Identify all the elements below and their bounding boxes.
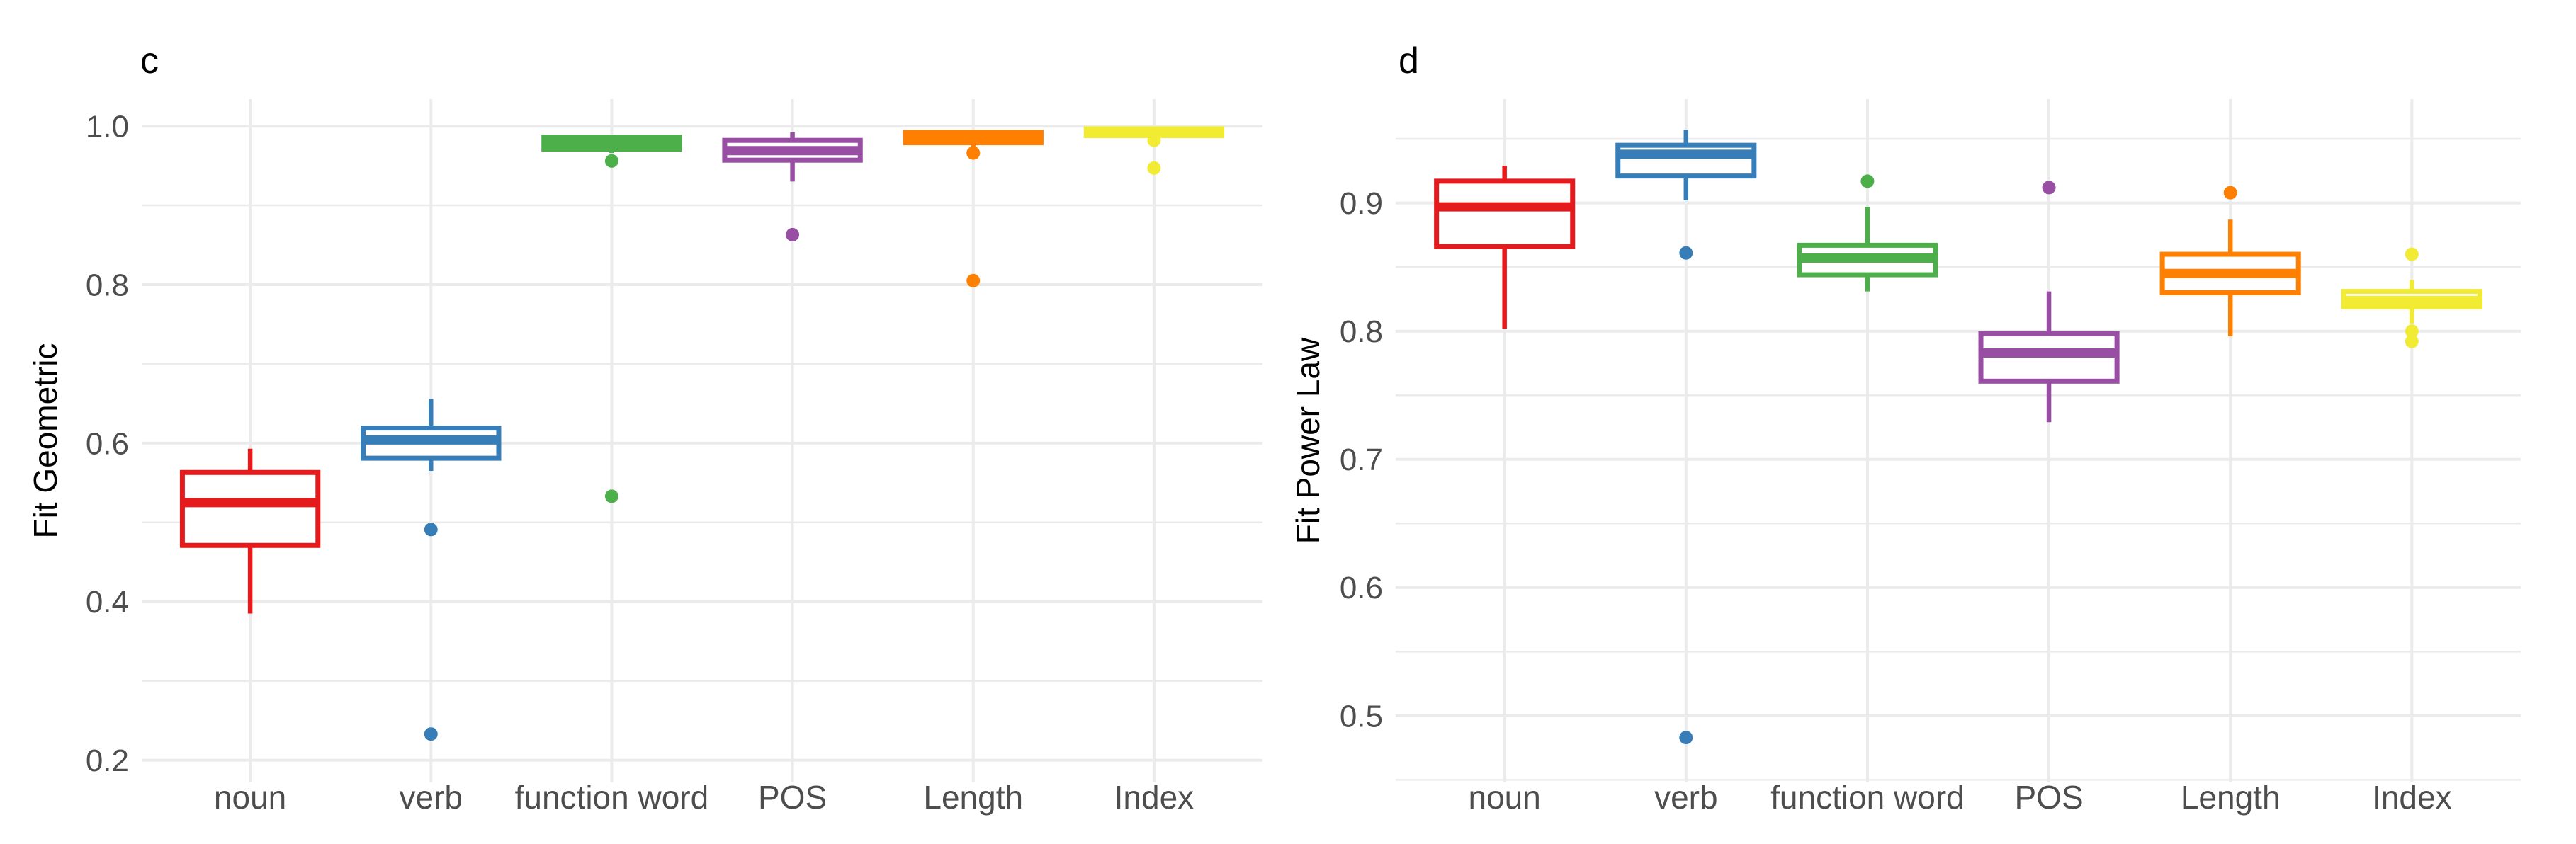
outlier-point-function word	[1860, 174, 1874, 188]
y-tick-label: 0.5	[1340, 699, 1383, 734]
y-tick-label: 0.2	[86, 743, 129, 778]
x-category-label: noun	[214, 779, 286, 816]
outlier-point-Index	[1147, 161, 1160, 175]
outlier-point-function word	[605, 154, 618, 168]
x-category-label: noun	[1469, 779, 1541, 816]
outlier-point-verb	[1679, 731, 1693, 744]
outlier-point-Index	[2405, 248, 2419, 261]
outlier-point-Index	[1147, 134, 1160, 147]
outlier-point-Index	[2405, 335, 2419, 348]
y-tick-label: 0.7	[1340, 443, 1383, 477]
y-tick-label: 0.9	[1340, 186, 1383, 221]
box-noun	[182, 472, 317, 545]
panel-tag: d	[1399, 40, 1419, 81]
outlier-point-verb	[1679, 246, 1693, 260]
x-category-label: Index	[1114, 779, 1194, 816]
y-tick-label: 0.6	[1340, 571, 1383, 605]
panel-tag: c	[140, 40, 159, 81]
outlier-point-verb	[424, 523, 438, 536]
y-tick-label: 0.6	[86, 426, 129, 461]
x-category-label: Index	[2372, 779, 2452, 816]
outlier-point-POS	[786, 228, 799, 241]
outlier-point-Length	[966, 147, 980, 160]
outlier-point-Length	[2224, 186, 2237, 200]
outlier-point-POS	[2043, 181, 2056, 194]
y-axis-title: Fit Geometric	[27, 343, 64, 538]
y-axis-title: Fit Power Law	[1289, 337, 1326, 544]
x-category-label: verb	[400, 779, 463, 816]
x-category-label: Length	[2181, 779, 2281, 816]
outlier-point-verb	[424, 727, 438, 741]
outlier-point-Length	[966, 274, 980, 287]
outlier-point-function word	[605, 489, 618, 503]
x-category-label: function word	[515, 779, 709, 816]
y-tick-label: 0.8	[1340, 314, 1383, 349]
y-tick-label: 0.8	[86, 268, 129, 302]
box-noun	[1437, 181, 1573, 246]
x-category-label: POS	[758, 779, 827, 816]
y-tick-label: 1.0	[86, 109, 129, 144]
x-category-label: function word	[1770, 779, 1965, 816]
x-category-label: verb	[1654, 779, 1717, 816]
y-tick-label: 0.4	[86, 585, 129, 620]
x-category-label: POS	[2014, 779, 2083, 816]
x-category-label: Length	[923, 779, 1023, 816]
